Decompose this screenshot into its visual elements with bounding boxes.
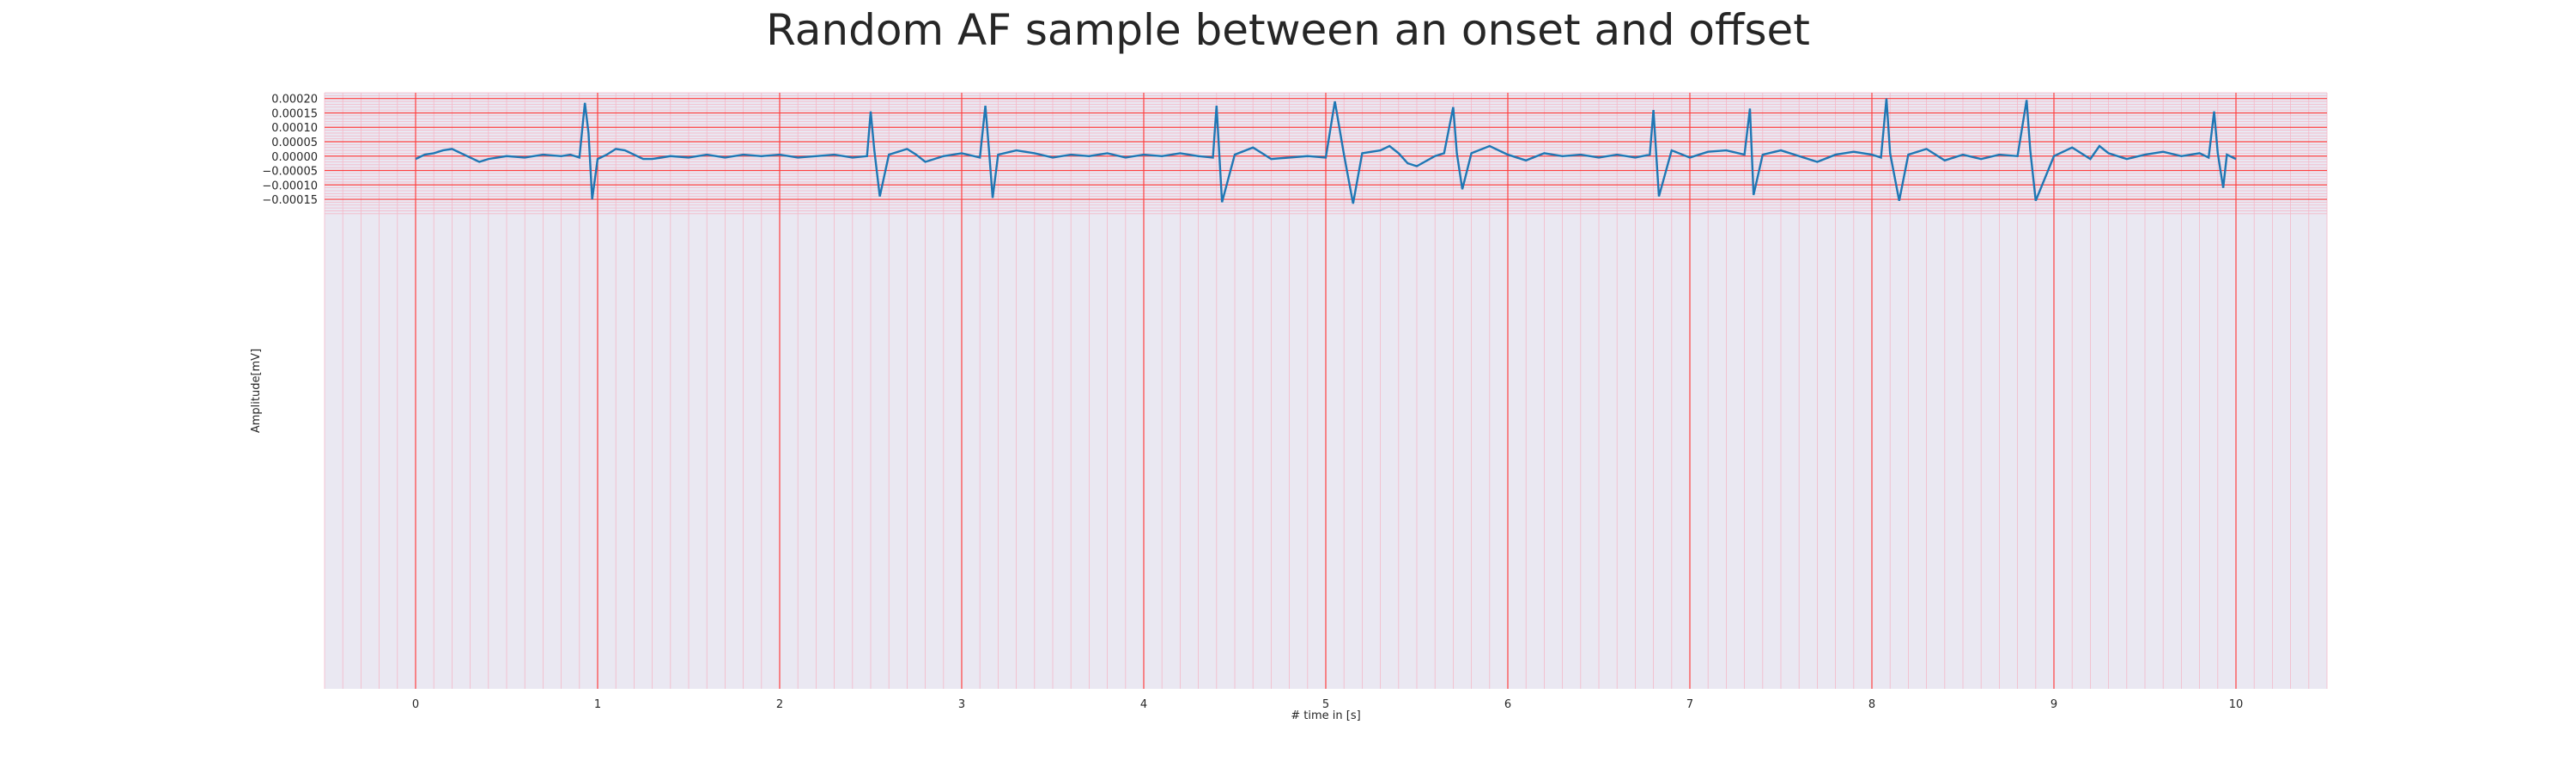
x-tick-label: 3 [958,698,965,711]
x-tick-label: 6 [1504,698,1511,711]
y-tick-label: 0.00010 [271,122,318,135]
x-tick-label: 5 [1322,698,1329,711]
x-tick-label: 8 [1868,698,1875,711]
y-tick-label: −0.00005 [262,166,318,179]
x-tick-labels: 0 1 2 3 4 5 6 7 8 9 10 [412,698,2243,711]
y-tick-label: −0.00010 [262,180,318,192]
ecg-trace-line [415,98,2237,204]
y-tick-label: −0.00015 [262,194,318,207]
x-tick-label: 2 [776,698,783,711]
y-tick-label: 0.00020 [271,94,318,107]
chart-title: Random AF sample between an onset and of… [766,5,1810,55]
x-tick-label: 1 [594,698,601,711]
x-axis-label: # time in [s] [1291,709,1360,722]
x-tick-label: 9 [2050,698,2057,711]
y-tick-label: 0.00015 [271,107,318,120]
x-tick-label: 7 [1686,698,1693,711]
y-tick-label: 0.00000 [271,151,318,164]
x-tick-label: 0 [412,698,419,711]
y-tick-label: 0.00005 [271,137,318,149]
y-axis-label: Amplitude[mV] [250,349,263,433]
x-tick-label: 4 [1140,698,1147,711]
x-tick-label: 10 [2229,698,2244,711]
